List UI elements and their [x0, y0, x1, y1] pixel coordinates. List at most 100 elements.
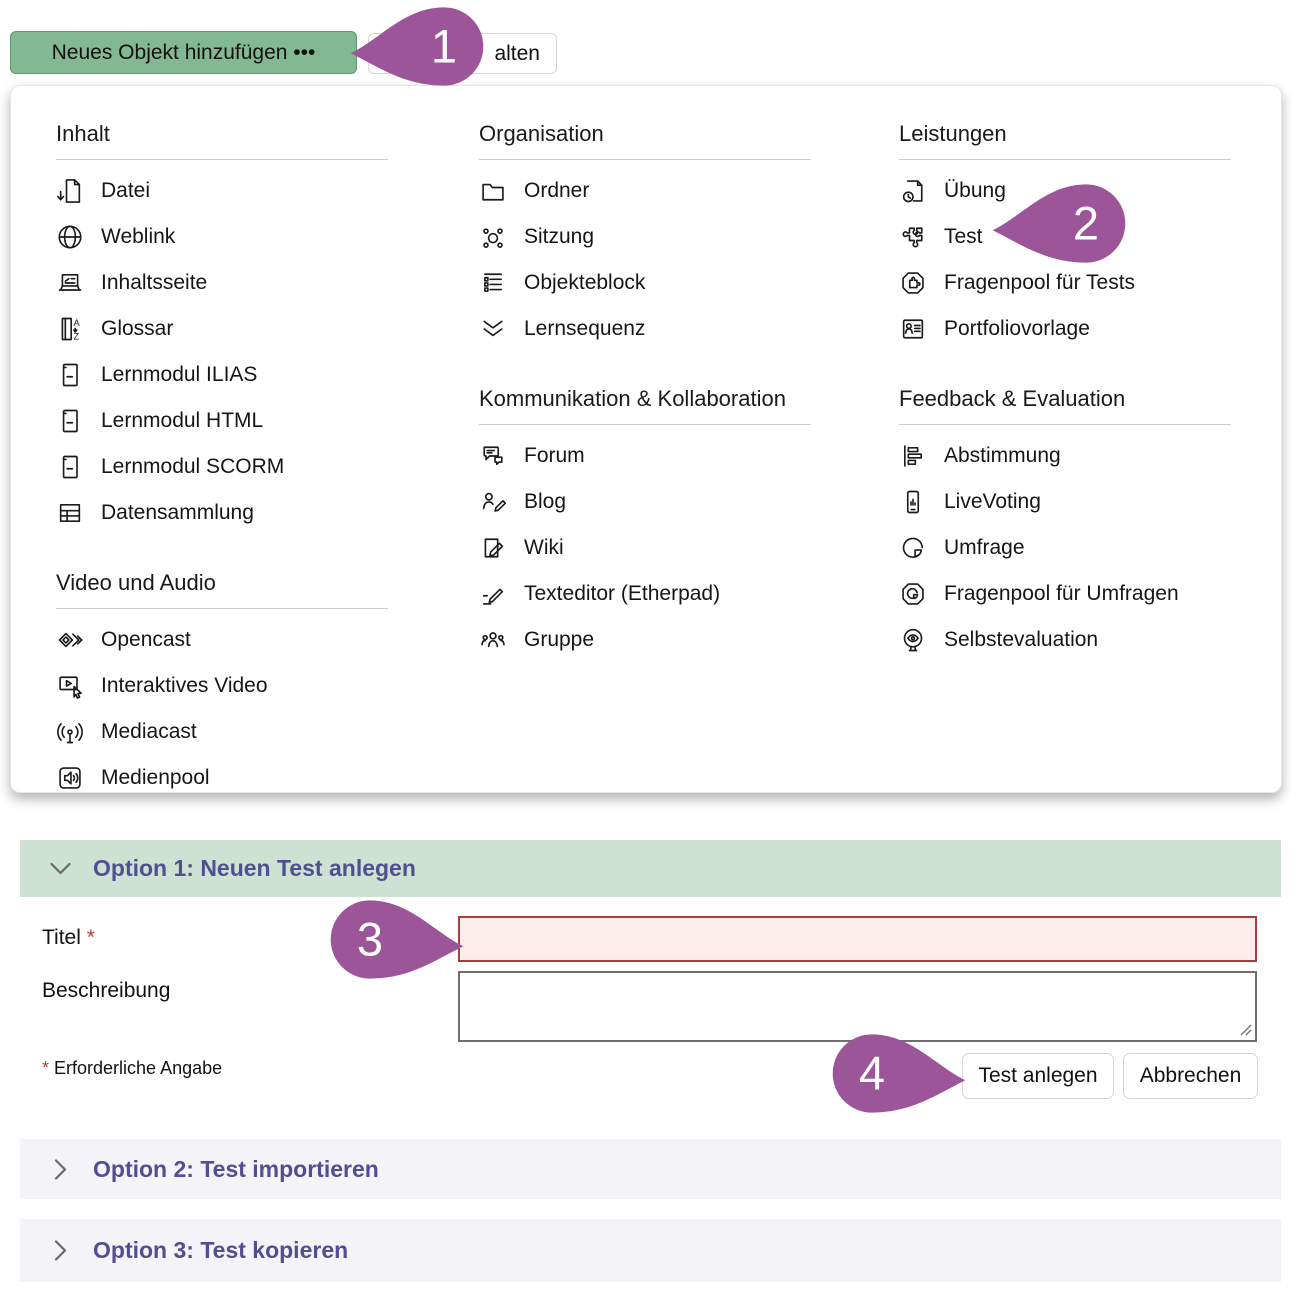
menu-item-objekteblock[interactable]: Objekteblock [479, 260, 837, 306]
menu-item-label: Wiki [524, 536, 564, 560]
menu-item-sitzung[interactable]: Sitzung [479, 214, 837, 260]
text-editor-icon [479, 580, 507, 608]
learning-module-icon [56, 361, 84, 389]
description-input[interactable] [458, 971, 1257, 1042]
menu-item-datensammlung[interactable]: Datensammlung [56, 490, 414, 536]
menu-item-label: Inhaltsseite [101, 271, 208, 295]
menu-item-label: Datei [101, 179, 151, 203]
menu-item-fragenpool-fur-tests[interactable]: Fragenpool für Tests [899, 260, 1257, 306]
description-field-wrap [458, 971, 1257, 1042]
menu-item-livevoting[interactable]: LiveVoting [899, 479, 1257, 525]
callout-3-number: 3 [356, 912, 384, 966]
menu-item-ordner[interactable]: Ordner [479, 168, 837, 214]
create-test-button[interactable]: Test anlegen [962, 1053, 1114, 1099]
required-asterisk: * [86, 926, 95, 949]
option1-title: Option 1: Neuen Test anlegen [93, 855, 416, 881]
menu-item-label: Lernmodul SCORM [101, 455, 285, 479]
poll-icon [899, 442, 927, 470]
menu-item-label: Selbstevaluation [944, 628, 1099, 652]
menu-column-leistungen: Leistungen Übung Test Fragenpool für Tests P… [899, 111, 1257, 663]
menu-item-label: Portfoliovorlage [944, 317, 1090, 341]
required-asterisk: * [42, 1058, 50, 1078]
menu-item-opencast[interactable]: Opencast [56, 617, 414, 663]
callout-4: 4 [831, 1031, 967, 1116]
blog-icon [479, 488, 507, 516]
menu-item-selbstevaluation[interactable]: Selbstevaluation [899, 617, 1257, 663]
menu-item-datei[interactable]: Datei [56, 168, 414, 214]
add-object-dropdown-panel: Inhalt Datei Weblink Inhaltsseite A Z Glossar L… [10, 85, 1282, 793]
menu-item-mediacast[interactable]: Mediacast [56, 709, 414, 755]
menu-item-ubung[interactable]: Übung [899, 168, 1257, 214]
option2-expander[interactable]: Option 2: Test importieren [20, 1139, 1281, 1199]
menu-item-lernmodul-scorm[interactable]: Lernmodul SCORM [56, 444, 414, 490]
menu-item-label: LiveVoting [944, 490, 1041, 514]
menu-item-label: Umfrage [944, 536, 1025, 560]
file-download-icon [56, 177, 84, 205]
menu-item-test[interactable]: Test [899, 214, 1257, 260]
learning-module-icon [56, 407, 84, 435]
menu-item-label: Sitzung [524, 225, 595, 249]
menu-item-lernmodul-html[interactable]: Lernmodul HTML [56, 398, 414, 444]
menu-item-portfoliovorlage[interactable]: Portfoliovorlage [899, 306, 1257, 352]
broadcast-icon [56, 718, 84, 746]
menu-item-texteditor-etherpad[interactable]: Texteditor (Etherpad) [479, 571, 837, 617]
opencast-icon [56, 626, 84, 654]
menu-item-blog[interactable]: Blog [479, 479, 837, 525]
menu-item-lernsequenz[interactable]: Lernsequenz [479, 306, 837, 352]
menu-item-forum[interactable]: Forum [479, 433, 837, 479]
menu-section-inhalt: Inhalt Datei Weblink Inhaltsseite A Z Glossar L… [56, 111, 414, 536]
menu-item-label: Übung [944, 179, 1006, 203]
menu-item-label: Blog [524, 490, 567, 514]
menu-item-label: Weblink [101, 225, 176, 249]
callout-3: 3 [329, 897, 465, 982]
option3-expander[interactable]: Option 3: Test kopieren [20, 1219, 1281, 1282]
menu-section-title: Inhalt [56, 111, 388, 161]
menu-item-label: Test [944, 225, 983, 249]
menu-item-interaktives-video[interactable]: Interaktives Video [56, 663, 414, 709]
menu-item-glossar[interactable]: A Z Glossar [56, 306, 414, 352]
menu-section-leistungen: Leistungen Übung Test Fragenpool für Tests P… [899, 111, 1257, 352]
portfolio-template-icon [899, 315, 927, 343]
menu-item-label: Lernmodul HTML [101, 409, 264, 433]
menu-item-umfrage[interactable]: Umfrage [899, 525, 1257, 571]
menu-item-label: Opencast [101, 628, 191, 652]
object-block-icon [479, 269, 507, 297]
callout-4-number: 4 [858, 1046, 886, 1100]
menu-section-title: Feedback & Evaluation [899, 376, 1231, 426]
menu-column-inhalt: Inhalt Datei Weblink Inhaltsseite A Z Glossar L… [56, 111, 414, 801]
menu-item-lernmodul-ilias[interactable]: Lernmodul ILIAS [56, 352, 414, 398]
option3-title: Option 3: Test kopieren [93, 1237, 349, 1263]
menu-item-label: Glossar [101, 317, 174, 341]
menu-section-feedback-evaluation: Feedback & Evaluation Abstimmung LiveVotin… [899, 376, 1257, 663]
menu-item-fragenpool-fur-umfragen[interactable]: Fragenpool für Umfragen [899, 571, 1257, 617]
menu-section-title: Leistungen [899, 111, 1231, 161]
media-pool-icon [56, 764, 84, 792]
menu-item-weblink[interactable]: Weblink [56, 214, 414, 260]
survey-icon [899, 534, 927, 562]
title-label: Titel * [42, 926, 95, 949]
menu-item-label: Mediacast [101, 720, 197, 744]
menu-item-label: Lernsequenz [524, 317, 646, 341]
menu-column-organisation: Organisation Ordner Sitzung Objekteblock Ler… [479, 111, 837, 663]
menu-item-medienpool[interactable]: Medienpool [56, 755, 414, 801]
add-new-object-button[interactable]: Neues Objekt hinzufügen ••• [10, 31, 357, 74]
menu-section-title: Kommunikation & Kollabo­ration [479, 376, 811, 426]
partially-hidden-button[interactable]: alten [368, 33, 557, 74]
data-table-icon [56, 499, 84, 527]
chevron-right-icon [47, 1237, 74, 1264]
menu-item-label: Fragenpool für Umfragen [944, 582, 1179, 606]
test-puzzle-icon [899, 223, 927, 251]
menu-item-abstimmung[interactable]: Abstimmung [899, 433, 1257, 479]
option1-expander[interactable]: Option 1: Neuen Test anlegen [20, 840, 1281, 897]
title-input[interactable] [458, 916, 1257, 962]
menu-item-wiki[interactable]: Wiki [479, 525, 837, 571]
menu-item-gruppe[interactable]: Gruppe [479, 617, 837, 663]
learning-module-icon [56, 453, 84, 481]
menu-item-label: Gruppe [524, 628, 595, 652]
menu-item-label: Interaktives Video [101, 674, 268, 698]
menu-item-label: Fragenpool für Tests [944, 271, 1136, 295]
menu-section-kommunikation-kollaboration: Kommunikation & Kollabo­ration Forum Blog W… [479, 376, 837, 663]
cancel-button[interactable]: Abbrechen [1123, 1053, 1258, 1099]
menu-item-inhaltsseite[interactable]: Inhaltsseite [56, 260, 414, 306]
live-voting-icon [899, 488, 927, 516]
